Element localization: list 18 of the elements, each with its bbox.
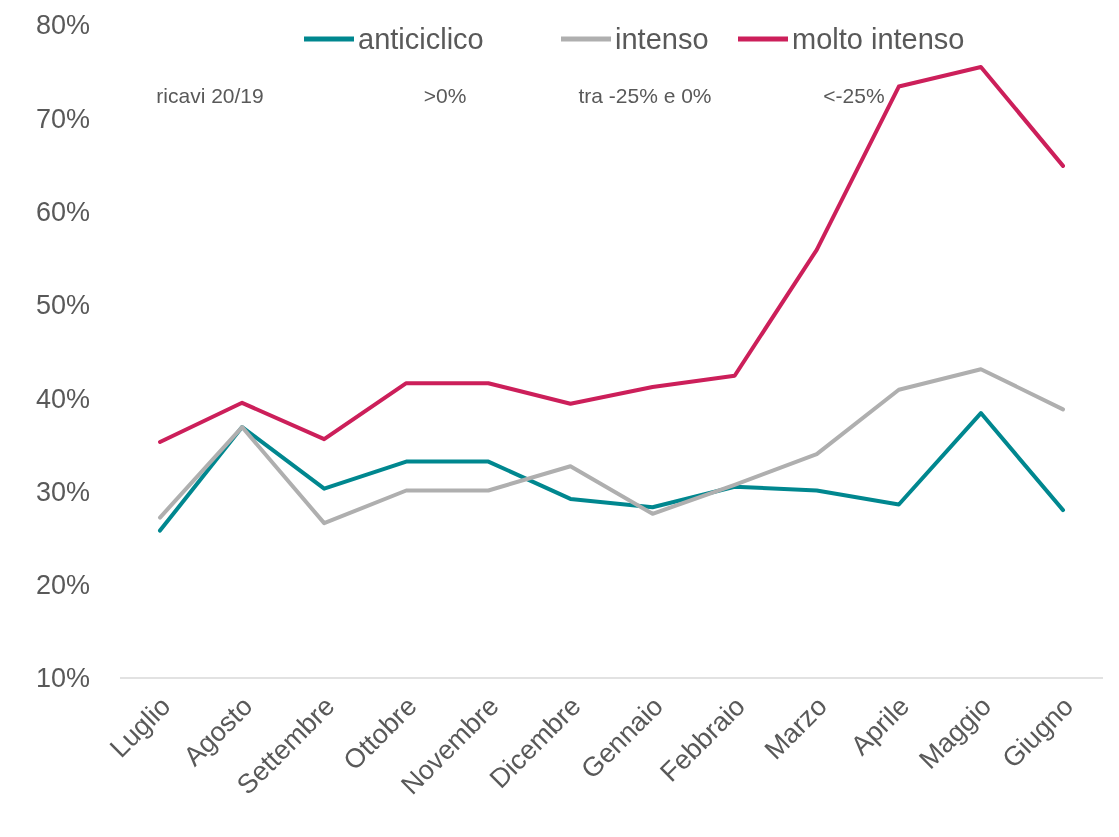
legend-label: intenso bbox=[615, 23, 709, 56]
line-series bbox=[158, 411, 1065, 533]
y-tick-label: 80% bbox=[35, 10, 90, 41]
y-tick-label: 50% bbox=[35, 290, 90, 321]
y-tick-label: 70% bbox=[35, 103, 90, 134]
y-tick-label: 30% bbox=[35, 476, 90, 507]
y-tick-label: 40% bbox=[35, 383, 90, 414]
annotation: <-25% bbox=[823, 84, 885, 108]
annotation: >0% bbox=[423, 84, 467, 108]
annotation: tra -25% e 0% bbox=[578, 84, 712, 108]
legend-label: molto intenso bbox=[792, 23, 965, 56]
annotation: ricavi 20/19 bbox=[156, 84, 264, 108]
line-series bbox=[158, 64, 1065, 444]
y-tick-label: 10% bbox=[35, 663, 90, 694]
legend-label: anticiclico bbox=[358, 23, 484, 56]
y-tick-label: 20% bbox=[35, 570, 90, 601]
line-series bbox=[158, 367, 1065, 526]
y-tick-label: 60% bbox=[35, 197, 90, 228]
